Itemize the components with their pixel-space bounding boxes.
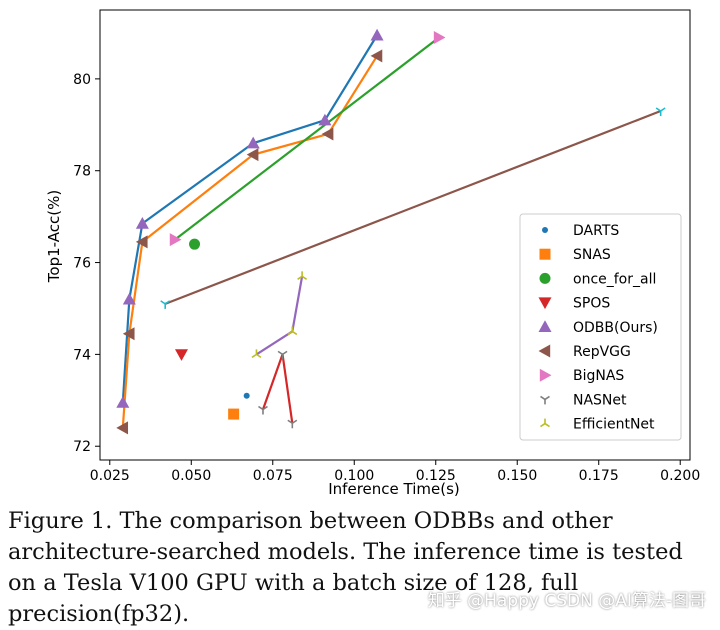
legend-item-nasnet: NASNet [540, 392, 627, 408]
y-tick-label: 76 [73, 256, 91, 272]
x-tick-label: 0.100 [334, 468, 374, 484]
legend-item-odbb-ours: ODBB(Ours) [538, 320, 658, 336]
curve-long-range-curve [164, 109, 662, 305]
legend-item-darts: DARTS [542, 223, 619, 239]
point-nasnet-1 [277, 350, 288, 360]
point-spos-0 [174, 349, 188, 361]
watermark-text: 知乎 @Happy CSDN @AI算法-图哥 [427, 591, 706, 611]
legend-item-efficientnet: EfficientNet [540, 417, 655, 433]
curve-odbb-ours-curve [121, 34, 379, 403]
legend-marker-darts [542, 227, 548, 233]
legend-label: NASNet [573, 392, 627, 408]
x-tick-label: 0.125 [416, 468, 456, 484]
legend-item-snas: SNAS [539, 247, 611, 263]
comparison-chart: 0.025 0.050 0.075 0.100 0.125 0.150 0.175 0.200… [45, 9, 700, 498]
legend-label: BigNAS [573, 368, 624, 384]
legend-marker-efficientnet [540, 418, 550, 428]
legend-label: DARTS [573, 223, 619, 239]
y-tick-label: 72 [73, 439, 91, 455]
y-tick-label: 74 [73, 347, 91, 363]
legend-label: SPOS [573, 296, 610, 312]
y-tick-label: 80 [73, 72, 91, 88]
x-tick-label: 0.150 [497, 468, 537, 484]
legend-marker-repvgg [538, 344, 551, 358]
legend-label: RepVGG [573, 344, 631, 360]
legend-label: ODBB(Ours) [573, 320, 658, 336]
point-efficientnet-0 [251, 349, 262, 359]
point-darts-0 [243, 392, 250, 399]
curve-spos-curve [261, 353, 294, 424]
point-snas-0 [228, 408, 240, 420]
point-bignas-1 [433, 31, 446, 45]
legend-label: EfficientNet [573, 417, 655, 433]
point-odbb-ours-4 [318, 113, 332, 126]
point-nasnet-2 [287, 419, 298, 429]
legend-item-bignas: BigNAS [539, 368, 624, 384]
y-axis-ticks: 72 74 76 78 80 [73, 72, 100, 455]
point-extra-0-1 [655, 107, 666, 117]
y-axis-label: Top1-Acc(%) [45, 190, 63, 283]
point-bignas-0 [169, 233, 182, 247]
legend-item-repvgg: RepVGG [538, 344, 631, 360]
point-once-for-all-0 [189, 238, 201, 250]
figure-caption: Figure 1. The comparison between ODBBs a… [8, 508, 683, 627]
point-efficientnet-2 [297, 271, 308, 280]
curve-bignas-curve [174, 36, 440, 241]
legend-label: SNAS [573, 247, 611, 263]
curve-repvgg-curve [121, 55, 379, 428]
point-repvgg-2 [135, 235, 148, 249]
point-nasnet-0 [258, 405, 268, 415]
point-odbb-ours-0 [116, 396, 130, 408]
x-axis-label: Inference Time(s) [328, 480, 459, 498]
legend-marker-once-for-all [539, 272, 551, 284]
x-tick-label: 0.200 [660, 468, 700, 484]
y-tick-label: 78 [73, 164, 91, 180]
point-efficientnet-1 [287, 326, 298, 336]
series-markers [116, 28, 666, 435]
point-extra-0-0 [160, 300, 171, 309]
point-repvgg-1 [122, 327, 135, 341]
point-odbb-ours-5 [370, 28, 384, 41]
legend: DARTS SNAS once_for_all SPOS ODBB(Ours) RepVG… [519, 213, 682, 441]
x-axis-ticks: 0.025 0.050 0.075 0.100 0.125 0.150 0.175 0.200 [90, 460, 700, 484]
x-tick-label: 0.175 [579, 468, 619, 484]
point-odbb-ours-2 [135, 217, 149, 229]
point-odbb-ours-1 [122, 292, 136, 305]
point-repvgg-5 [370, 49, 383, 63]
point-repvgg-3 [246, 148, 259, 162]
x-tick-label: 0.075 [253, 468, 293, 484]
legend-marker-spos [538, 297, 552, 310]
legend-label: once_for_all [573, 271, 656, 287]
legend-item-spos: SPOS [538, 296, 610, 312]
legend-marker-odbb-ours [538, 320, 552, 332]
legend-marker-snas [539, 248, 551, 260]
x-tick-label: 0.025 [90, 468, 130, 484]
curve-efficientnet-curve [255, 276, 304, 356]
legend-box [519, 213, 682, 441]
x-tick-label: 0.050 [171, 468, 211, 484]
legend-marker-bignas [539, 368, 552, 382]
point-repvgg-4 [321, 127, 334, 141]
point-odbb-ours-3 [246, 136, 260, 149]
legend-item-once-for-all: once_for_all [539, 271, 656, 287]
point-repvgg-0 [116, 421, 129, 435]
legend-marker-nasnet [540, 395, 550, 405]
plot-frame [99, 9, 691, 461]
